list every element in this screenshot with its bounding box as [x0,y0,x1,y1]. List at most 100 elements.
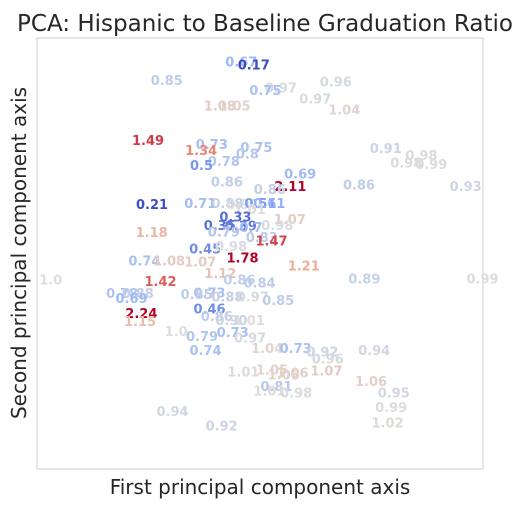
data-point-label: 0.86 [223,274,255,289]
data-point-label: 0.61 [253,197,285,212]
data-point-label: 1.06 [277,367,309,382]
data-point-label: 0.78 [208,155,240,170]
data-point-label: 1.07 [310,365,342,380]
data-point-label: 0.86 [201,310,233,325]
data-point-label: 0.90 [215,314,247,329]
data-point-label: 0.45 [189,243,221,258]
data-point-label: 0.78 [106,287,138,302]
data-point-label: 1.06 [355,375,387,390]
data-point-label: 1.08 [204,99,236,114]
data-point-label: 0.75 [249,84,281,99]
data-point-label: 0.89 [348,273,380,288]
data-point-label: 1.01 [234,203,266,218]
data-point-label: 1.42 [145,275,177,290]
data-point-label: 0.79 [186,330,218,345]
data-point-label: 1.06 [268,368,300,383]
data-point-label: 0.84 [244,277,276,292]
data-point-label: 0.94 [358,344,390,359]
data-point-label: 0.97 [265,82,297,97]
data-point-label: 0.74 [128,255,160,270]
data-point-label: 0.99 [415,158,447,173]
data-point-label: 0.79 [208,226,240,241]
data-point-label: 1.02 [372,417,404,432]
data-point-label: 1.04 [251,342,283,357]
data-point-label: 0.69 [284,168,316,183]
data-point-label: 0.75 [240,141,272,156]
data-point-label: 1.01 [227,365,259,380]
data-point-label: 0.85 [262,294,294,309]
data-point-label: 0.21 [136,198,168,213]
data-point-label: 0.69 [116,292,148,307]
data-point-label: 0.73 [280,342,312,357]
data-point-label: 0.67 [225,55,257,70]
data-point-label: 0.73 [194,287,226,302]
data-point-label: 0.94 [157,405,189,420]
data-point-label: 0.98 [405,149,437,164]
data-point-label: 1.07 [184,255,216,270]
data-point-label: 0.93 [450,180,482,195]
data-point-label: 0.86 [343,179,375,194]
data-point-label: 0.99 [375,401,407,416]
data-point-label: 0.85 [181,288,213,303]
data-point-label: 1.12 [204,267,236,282]
data-point-label: 0.39 [225,220,257,235]
data-point-label: 1.18 [136,226,168,241]
data-point-label: 1.0 [39,274,62,289]
data-point-label: 1.78 [227,252,259,267]
data-point-label: 1.05 [256,364,288,379]
data-point-label: 0.8 [236,148,259,163]
data-point-label: 0.88 [211,290,243,305]
data-point-label: 0.88 [122,287,154,302]
data-point-label: 0.95 [378,387,410,402]
chart-title: PCA: Hispanic to Baseline Graduation Rat… [17,11,513,37]
data-point-label: 0.73 [217,326,249,341]
data-point-label: 0.74 [190,344,222,359]
data-point-label: 0.35 [204,219,236,234]
data-point-label: 0.17 [238,59,270,74]
data-point-label: 0.91 [370,142,402,157]
data-point-label: 1.47 [256,235,288,250]
data-point-label: 0.96 [312,352,344,367]
data-point-label: 0.97 [299,93,331,108]
data-point-label: 0.92 [206,420,238,435]
data-point-label: 0.86 [211,176,243,191]
data-point-label: 0.86 [254,183,286,198]
data-point-label: 0.99 [467,273,499,288]
x-axis-label: First principal component axis [110,475,411,499]
data-point-label: 0.46 [194,302,226,317]
data-point-label: 0.88 [211,197,243,212]
data-point-label: 1.05 [219,99,251,114]
data-point-label: 0.97 [227,198,259,213]
data-point-label: 0.92 [306,346,338,361]
data-point-label: 0.97 [237,290,269,305]
data-point-label: 1.01 [253,385,285,400]
data-point-label: 0.71 [184,197,216,212]
data-point-label: 1.15 [124,315,156,330]
data-point-label: 0.7 [240,221,263,236]
data-point-label: 1.49 [132,134,164,149]
data-point-label: 0.83 [246,231,278,246]
data-point-label: 1.21 [288,259,320,274]
data-point-label: 0.33 [219,211,251,226]
data-point-label: 0.97 [234,331,266,346]
data-point-label: 1.0 [165,325,188,340]
data-point-label: 1.07 [274,213,306,228]
data-point-label: 2.24 [125,307,157,322]
y-axis-label: Second principal component axis [7,87,31,419]
data-point-label: 1.08 [153,255,185,270]
data-point-label: 0.51 [244,197,276,212]
data-point-label: 1.34 [185,144,217,159]
plot-area [36,37,484,470]
data-point-label: 0.98 [280,387,312,402]
data-point-label: 0.98 [390,156,422,171]
data-point-label: 0.73 [196,138,228,153]
data-point-label: 0.81 [260,380,292,395]
data-point-label: 0.5 [190,159,213,174]
data-point-label: 2.11 [274,180,306,195]
data-point-label: 0.98 [261,219,293,234]
data-point-label: 0.85 [151,74,183,89]
data-point-label: 1.04 [328,104,360,119]
data-point-label: 1.01 [233,314,265,329]
data-point-label: 0.98 [215,240,247,255]
